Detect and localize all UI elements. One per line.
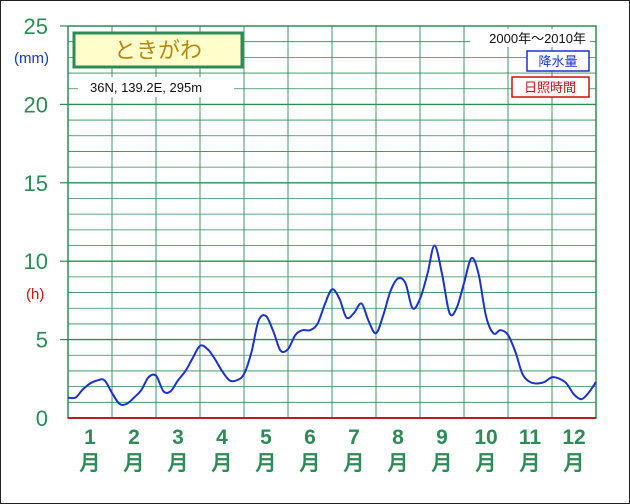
period-box <box>470 29 590 47</box>
y-tick-label: 15 <box>24 171 48 196</box>
month-suffix-label: 月 <box>387 452 409 475</box>
y-tick-label: 25 <box>24 14 48 39</box>
legend-precip-box <box>526 50 590 72</box>
y-tick-label: 20 <box>24 92 48 117</box>
month-number-label: 2 <box>128 426 140 449</box>
month-number-label: 8 <box>392 426 404 449</box>
title-box <box>72 31 244 69</box>
month-number-label: 12 <box>562 426 585 449</box>
y-tick-label: 5 <box>36 328 48 353</box>
y-unit-h: (h) <box>26 286 44 303</box>
month-number-label: 4 <box>216 426 228 449</box>
y-tick-label: 0 <box>36 406 48 431</box>
location-label: 36N, 139.2E, 295m <box>90 80 202 95</box>
month-suffix-label: 月 <box>123 452 145 475</box>
month-suffix-label: 月 <box>255 452 277 475</box>
month-labels: 1 月 2 月 3 月 4 月 5 月 6 月 7 月 8 月 9 月 10 月 11 月 12 月 <box>79 426 586 475</box>
month-number-label: 1 <box>84 426 96 449</box>
month-suffix-label: 月 <box>211 452 233 475</box>
month-suffix-label: 月 <box>519 452 541 475</box>
month-suffix-label: 月 <box>299 452 321 475</box>
month-suffix-label: 月 <box>563 452 585 475</box>
y-tick-label: 10 <box>24 249 48 274</box>
period-label: 2000年〜2010年 <box>489 31 586 46</box>
month-number-label: 6 <box>304 426 316 449</box>
month-number-label: 9 <box>436 426 448 449</box>
legend-sunshine-box <box>511 76 590 98</box>
grid-lines <box>67 25 597 419</box>
series-lines <box>67 244 597 406</box>
legend-sunshine: 日照時間 <box>524 80 576 95</box>
month-suffix-label: 月 <box>167 452 189 475</box>
chart-title: ときがわ <box>114 38 202 63</box>
y-unit-mm: (mm) <box>14 50 49 67</box>
month-number-label: 10 <box>474 426 497 449</box>
series-line-precipitation <box>67 244 597 406</box>
y-axis-ticks: 0 5 10 15 20 25 <box>24 14 68 431</box>
month-number-label: 11 <box>519 426 542 449</box>
month-suffix-label: 月 <box>431 452 453 475</box>
month-number-label: 3 <box>172 426 184 449</box>
legend-precip: 降水量 <box>538 54 577 69</box>
month-suffix-label: 月 <box>79 452 101 475</box>
month-suffix-label: 月 <box>475 452 497 475</box>
month-number-label: 7 <box>348 426 360 449</box>
month-suffix-label: 月 <box>343 452 365 475</box>
location-box <box>78 77 234 97</box>
month-number-label: 5 <box>260 426 272 449</box>
